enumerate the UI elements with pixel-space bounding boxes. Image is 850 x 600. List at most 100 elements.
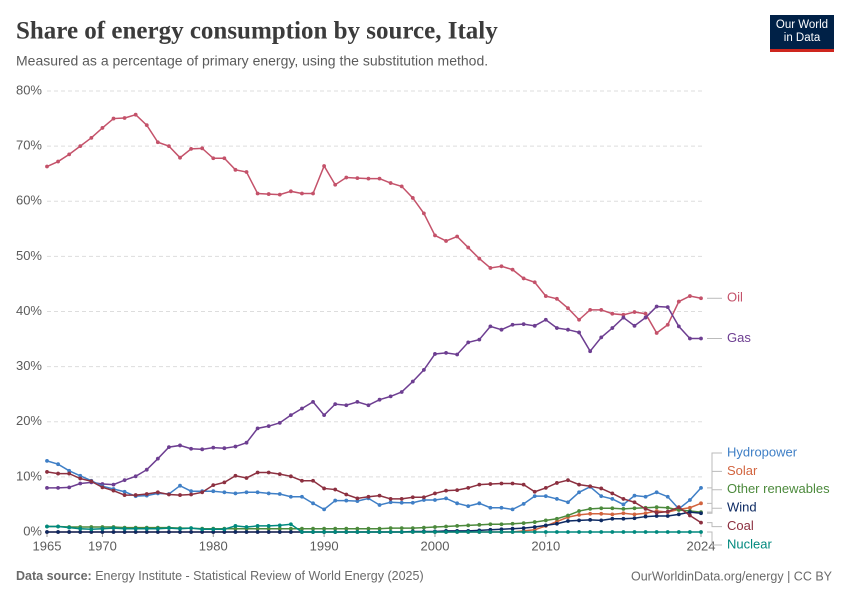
point	[78, 530, 83, 534]
point	[566, 478, 570, 483]
point	[566, 519, 570, 523]
label-connector	[707, 452, 722, 489]
legend-label: Solar	[727, 463, 758, 478]
point	[665, 305, 670, 309]
point	[67, 485, 72, 490]
point	[699, 530, 703, 534]
point	[133, 493, 138, 497]
point	[688, 513, 692, 518]
point	[421, 211, 426, 216]
point	[45, 470, 49, 474]
y-tick-label: 70%	[16, 138, 42, 153]
point	[178, 526, 182, 531]
point	[621, 497, 626, 501]
point	[67, 152, 72, 157]
point	[122, 493, 127, 497]
point	[222, 156, 227, 161]
point	[322, 486, 327, 491]
point	[566, 327, 570, 332]
logo-box[interactable]	[770, 15, 834, 51]
point	[654, 530, 659, 534]
point	[488, 505, 493, 510]
point	[444, 488, 448, 493]
x-tick-label: 2024	[687, 538, 716, 553]
point	[477, 337, 482, 342]
point	[266, 470, 271, 475]
point	[521, 482, 526, 487]
point	[510, 322, 515, 327]
point	[366, 526, 371, 531]
point	[599, 530, 604, 534]
point	[654, 304, 659, 309]
credit[interactable]: OurWorldinData.org/energy | CC BY	[631, 569, 833, 583]
point	[521, 526, 526, 531]
point	[688, 505, 692, 510]
point	[377, 397, 382, 402]
point	[610, 512, 615, 517]
point	[222, 480, 227, 485]
point	[554, 521, 559, 526]
point	[89, 527, 94, 532]
point	[610, 530, 615, 534]
point	[543, 518, 548, 523]
logo[interactable]: Our World in Data	[770, 15, 834, 52]
point	[643, 530, 648, 534]
point	[699, 501, 703, 506]
point	[388, 181, 393, 185]
point	[122, 526, 127, 531]
point	[333, 487, 338, 492]
point	[477, 501, 482, 506]
point	[333, 182, 338, 187]
point	[377, 493, 382, 498]
point	[488, 324, 493, 329]
point	[189, 489, 194, 494]
legend-label: Hydropower	[727, 444, 798, 459]
point	[178, 155, 182, 160]
point	[421, 530, 426, 534]
point	[543, 530, 548, 534]
point	[577, 530, 581, 534]
point	[477, 530, 482, 534]
point	[699, 336, 703, 341]
point	[466, 245, 471, 250]
point	[421, 495, 426, 500]
point	[643, 315, 648, 320]
point	[233, 524, 238, 528]
point	[399, 500, 404, 505]
point	[222, 527, 227, 532]
point	[665, 505, 670, 510]
y-tick-label: 0%	[23, 523, 42, 538]
point	[100, 126, 105, 130]
point	[455, 524, 460, 528]
point	[56, 524, 60, 529]
point	[455, 488, 460, 493]
point	[333, 402, 338, 407]
point	[355, 499, 360, 504]
point	[632, 516, 637, 521]
point	[122, 478, 127, 483]
point	[521, 501, 526, 506]
point	[577, 513, 581, 517]
point	[510, 267, 515, 272]
point	[499, 522, 504, 527]
point	[554, 326, 559, 330]
point	[532, 280, 537, 285]
point	[676, 324, 681, 329]
point	[588, 530, 593, 534]
point	[532, 494, 537, 499]
point	[643, 494, 648, 499]
point	[233, 473, 238, 478]
point	[300, 530, 304, 534]
point	[688, 510, 692, 515]
point	[632, 310, 637, 314]
point	[56, 462, 60, 467]
point	[610, 491, 615, 496]
point	[377, 530, 382, 534]
point	[532, 489, 537, 494]
point	[521, 521, 526, 526]
point	[421, 368, 426, 372]
point	[366, 403, 371, 408]
point	[277, 192, 282, 197]
point	[78, 526, 83, 531]
point	[244, 530, 249, 534]
